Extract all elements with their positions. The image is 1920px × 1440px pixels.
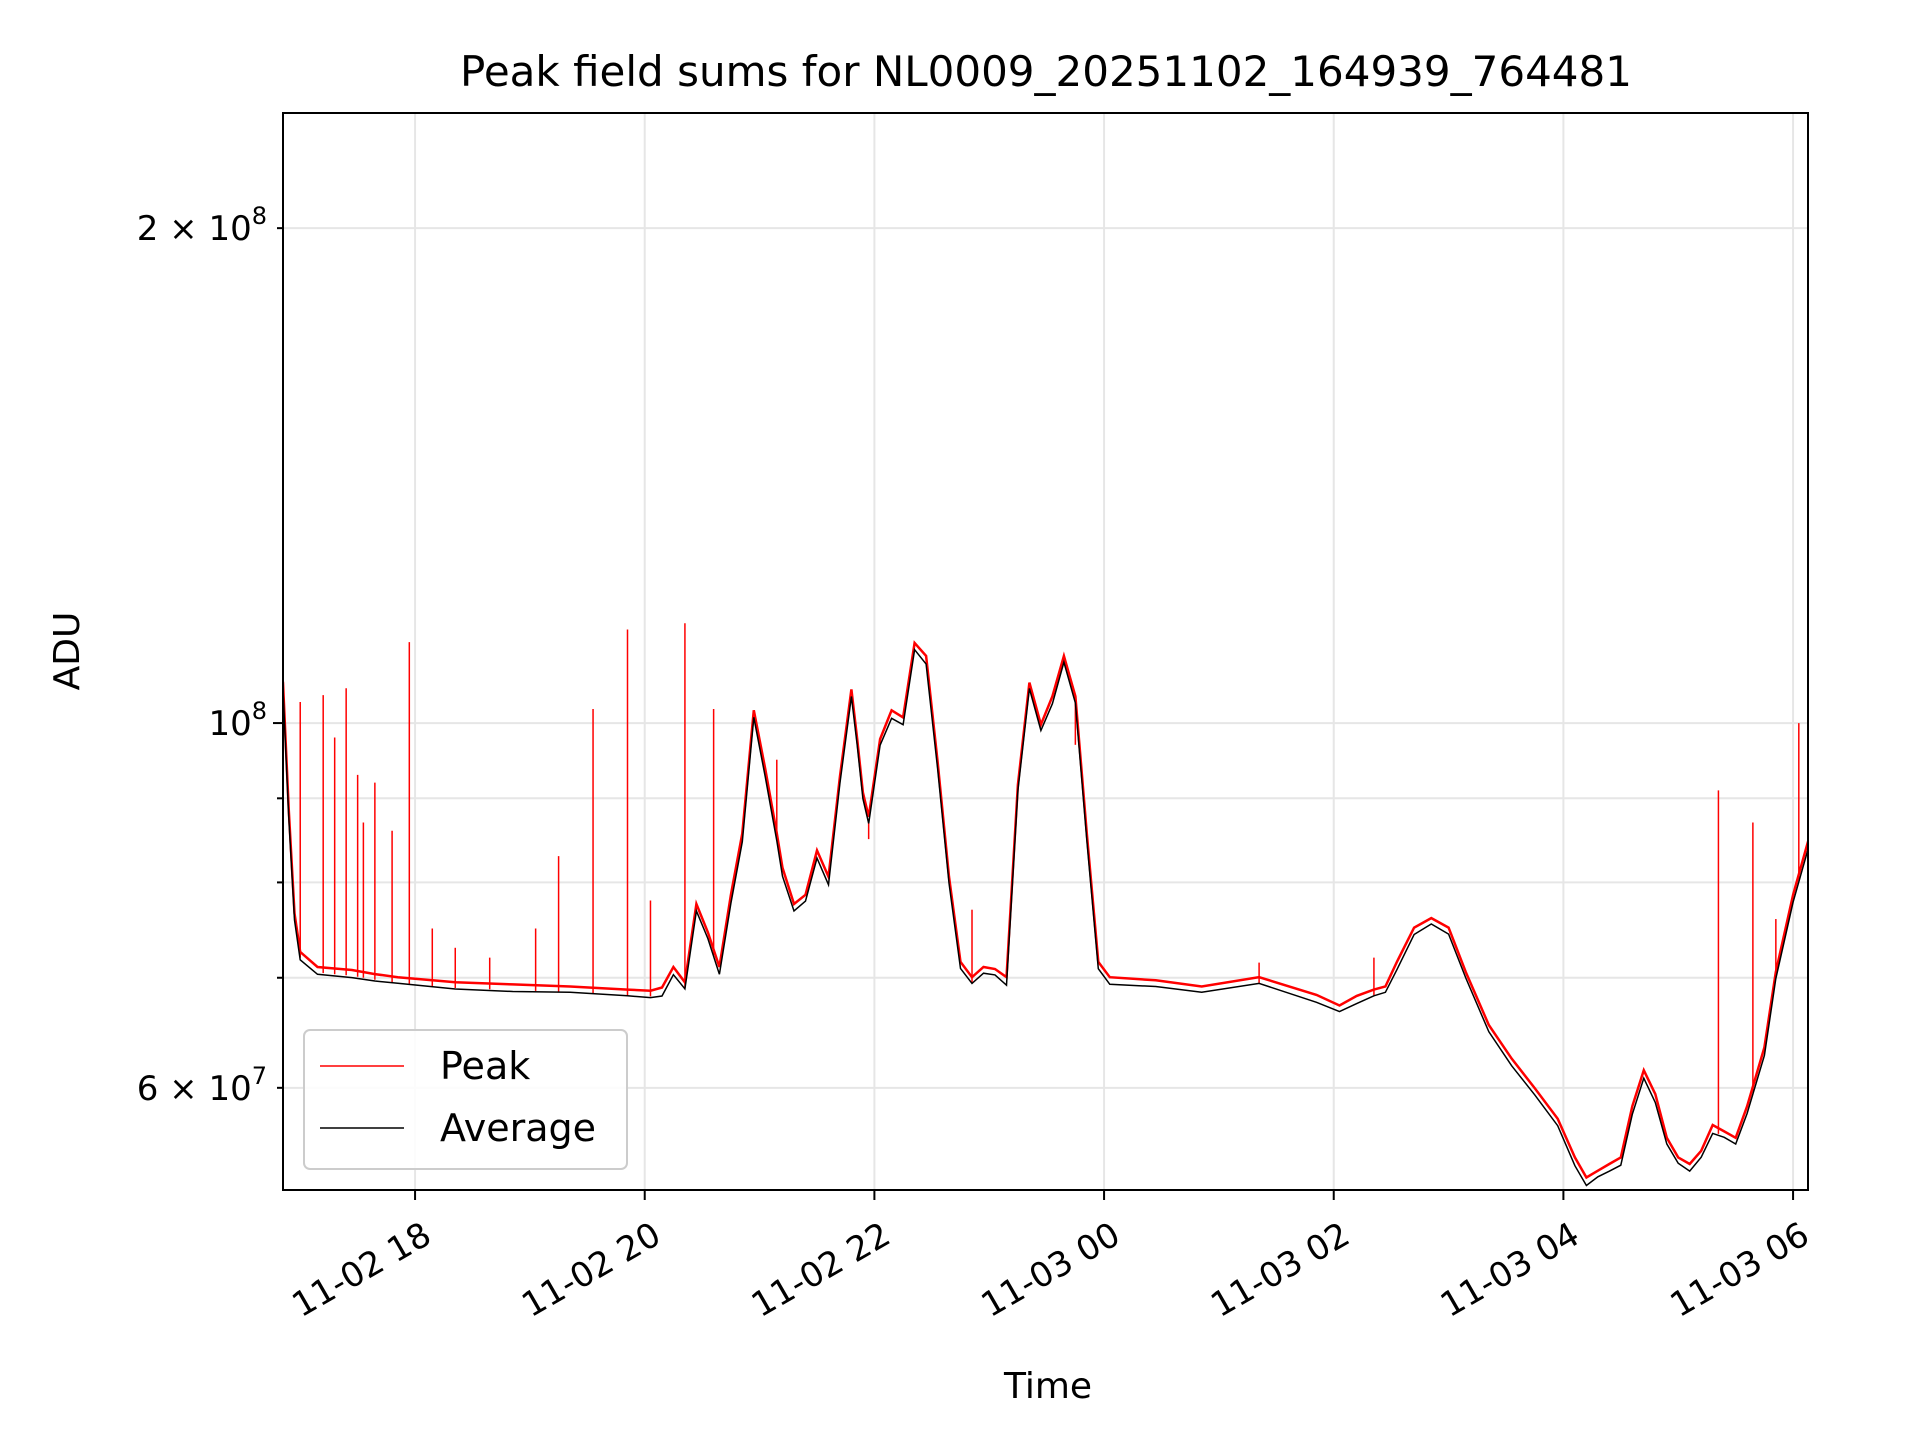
y-tick-label-major: 108 — [208, 697, 267, 744]
legend: Peak Average — [303, 1029, 628, 1170]
x-axis-label: Time — [1003, 1366, 1092, 1407]
y-tick-label-minor: 6 × 107 — [137, 1062, 267, 1109]
legend-label-peak: Peak — [440, 1044, 530, 1088]
series-clip-group — [283, 623, 1808, 1187]
y-tick-label-minor: 2 × 108 — [137, 202, 267, 249]
average-series-line — [283, 647, 1808, 1187]
grid-layer — [283, 113, 1808, 1190]
series-layer — [283, 623, 1808, 1187]
y-axis-label: ADU — [47, 612, 88, 691]
legend-box — [303, 1029, 628, 1170]
legend-label-average: Average — [440, 1106, 596, 1150]
plot-area-frame — [282, 112, 1809, 1191]
chart-title: Peak field sums for NL0009_20251102_1649… — [460, 47, 1632, 96]
